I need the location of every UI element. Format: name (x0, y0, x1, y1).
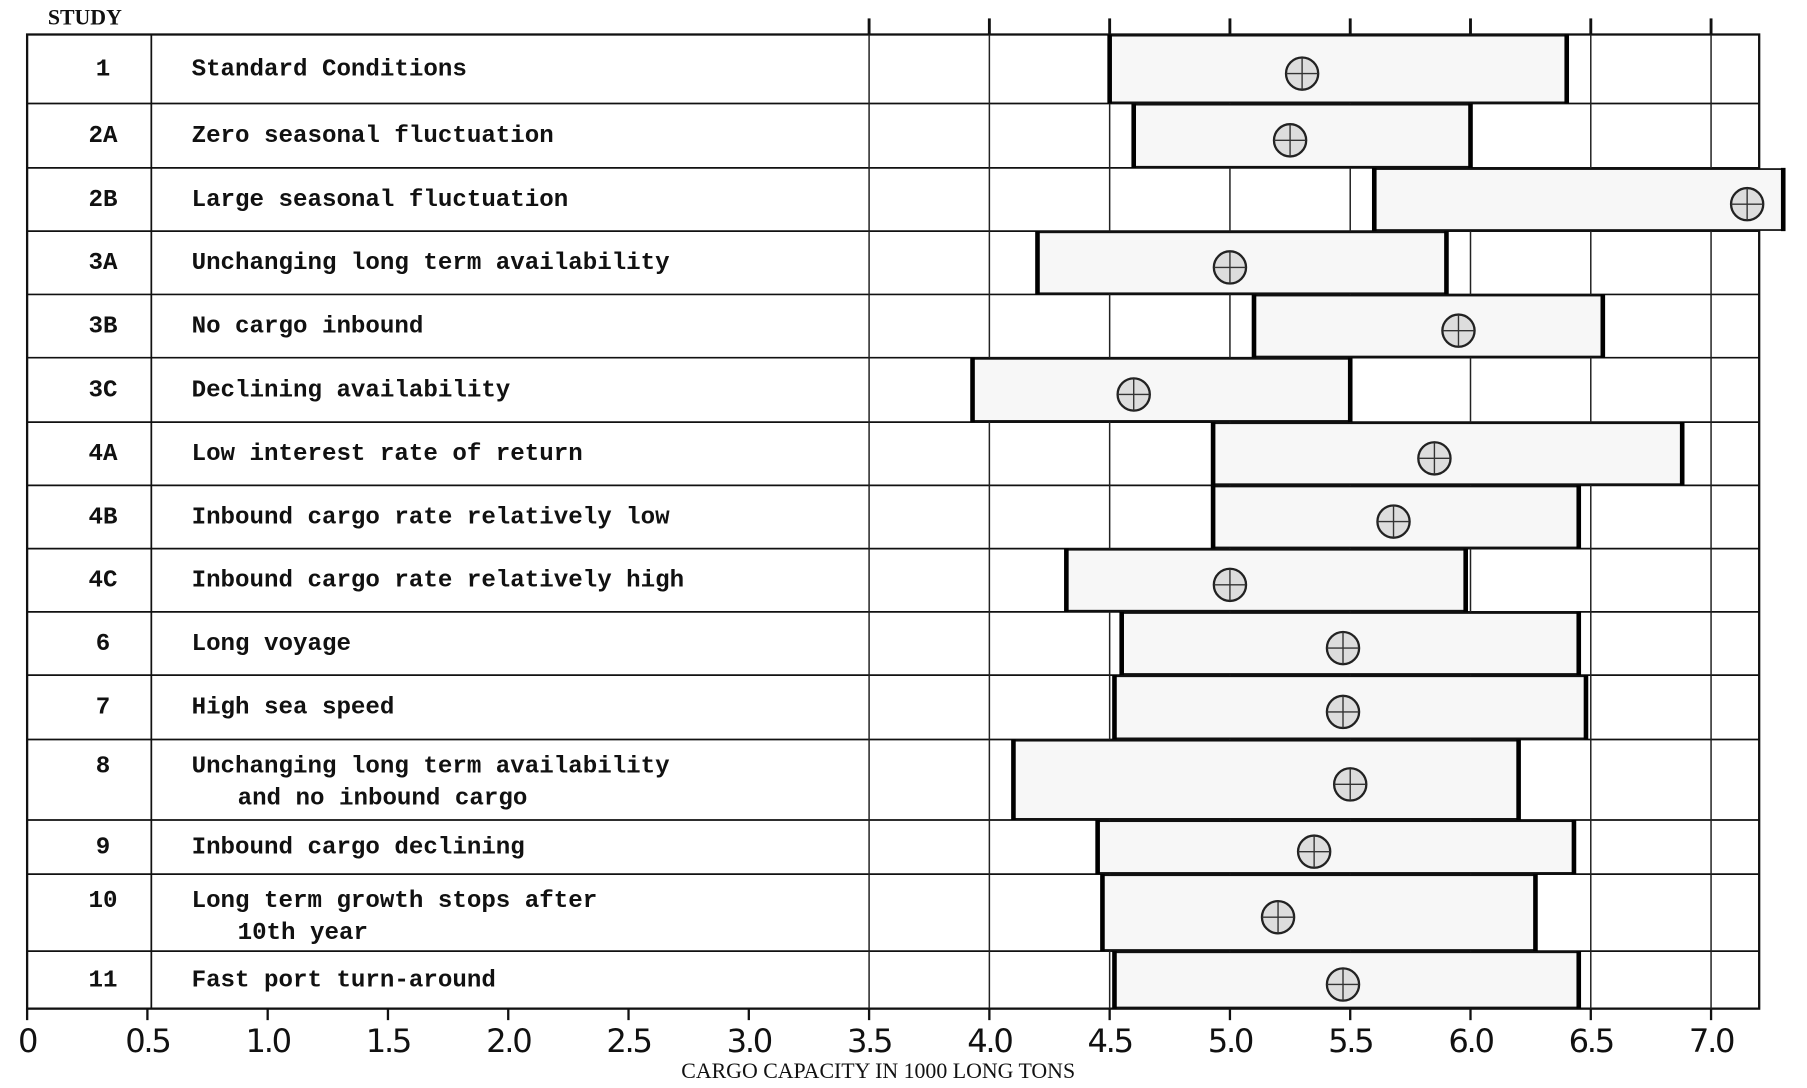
x-tick-label: 6.0 (1448, 1022, 1493, 1060)
study-id: 11 (89, 967, 118, 994)
optimum-cross (1286, 57, 1319, 90)
table-frame (25, 33, 1761, 1010)
study-id: 8 (96, 753, 111, 780)
x-tick-label: 1.0 (246, 1022, 291, 1060)
study-id: 4B (89, 504, 118, 531)
study-description: No cargo inbound (192, 313, 424, 340)
study-description: Unchanging long term availability (192, 250, 671, 277)
study-description: 10th year (238, 920, 368, 947)
x-axis-title: CARGO CAPACITY IN 1000 LONG TONS (681, 1059, 1075, 1083)
study-description: Zero seasonal fluctuation (192, 123, 554, 150)
optimum-cross (1442, 314, 1475, 347)
optimum-cross (1298, 835, 1331, 868)
range-bar (1108, 34, 1568, 104)
study-id: 9 (96, 834, 111, 861)
study-description: Long voyage (192, 631, 351, 658)
x-tick-label: 4.5 (1088, 1022, 1132, 1060)
x-tick-label: 2.5 (606, 1022, 650, 1060)
study-description: Declining availability (192, 377, 511, 404)
optimum-cross (1213, 251, 1247, 284)
x-tick-label: 0 (18, 1022, 37, 1060)
study-id: 6 (96, 631, 111, 658)
x-tick-label: 1.5 (366, 1022, 410, 1060)
study-id: 4C (89, 568, 118, 595)
study-description: Large seasonal fluctuation (192, 187, 569, 214)
study-description: Low interest rate of return (192, 441, 583, 468)
optimum-cross (1273, 124, 1307, 157)
range-bar (1065, 548, 1467, 612)
x-tick-label: 3.0 (727, 1022, 772, 1060)
x-tick-label: 2.0 (486, 1022, 531, 1060)
optimum-cross (1261, 901, 1295, 934)
optimum-cross (1326, 695, 1360, 729)
study-id: 3B (89, 313, 118, 340)
study-description: Long term growth stops after (192, 888, 598, 915)
optimum-cross (1326, 631, 1360, 665)
column-header: STUDY (48, 6, 122, 30)
study-id: 2B (89, 187, 118, 214)
study-id: 3A (89, 250, 118, 277)
study-id: 1 (96, 56, 111, 83)
study-description: and no inbound cargo (238, 786, 528, 813)
range-bar (971, 357, 1352, 422)
range-bar (1012, 739, 1520, 820)
study-id: 4A (89, 441, 118, 468)
optimum-cross (1418, 442, 1451, 475)
study-id: 3C (89, 377, 118, 404)
study-description: Fast port turn-around (192, 967, 496, 994)
range-bar (1373, 168, 1785, 231)
study-id: 2A (89, 123, 118, 150)
x-tick-label: 5.0 (1208, 1022, 1253, 1060)
study-description: High sea speed (192, 695, 395, 722)
optimum-cross (1117, 378, 1150, 411)
study-description: Inbound cargo rate relatively low (192, 504, 671, 531)
optimum-cross (1213, 568, 1247, 601)
x-tick-label: 5.5 (1328, 1022, 1372, 1060)
optimum-cross (1731, 188, 1764, 221)
study-description: Inbound cargo rate relatively high (192, 568, 685, 595)
study-description: Standard Conditions (192, 56, 467, 83)
study-id: 7 (96, 695, 111, 722)
optimum-cross (1326, 968, 1360, 1001)
x-tick-label: 6.5 (1569, 1022, 1613, 1060)
x-tick-label: 3.5 (847, 1022, 891, 1060)
range-bar (1253, 294, 1604, 358)
study-description: Inbound cargo declining (192, 834, 525, 861)
optimum-cross (1377, 505, 1410, 538)
range-bar (1036, 231, 1448, 295)
study-id: 10 (89, 888, 118, 915)
range-bar (1101, 874, 1537, 951)
x-tick-label: 7.0 (1689, 1022, 1734, 1060)
optimum-cross (1334, 768, 1367, 801)
range-bar (1096, 820, 1575, 874)
study-description: Unchanging long term availability (192, 753, 671, 780)
x-tick-label: 4.0 (967, 1022, 1012, 1060)
x-tick-label: 0.5 (125, 1022, 169, 1060)
